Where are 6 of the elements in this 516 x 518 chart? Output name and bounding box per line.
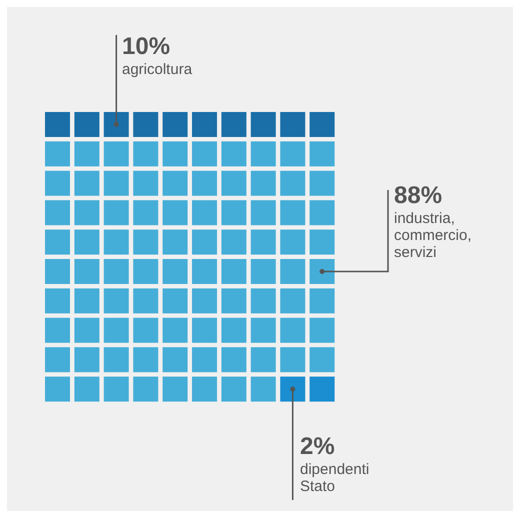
data-label: 10% [122, 33, 170, 60]
data-label: 2% [300, 433, 335, 460]
category-label: dipendenti Stato [300, 461, 370, 495]
data-label: 88% [394, 182, 442, 209]
category-label: agricoltura [122, 61, 193, 78]
category-label: industria, commercio, servizi [394, 210, 472, 261]
